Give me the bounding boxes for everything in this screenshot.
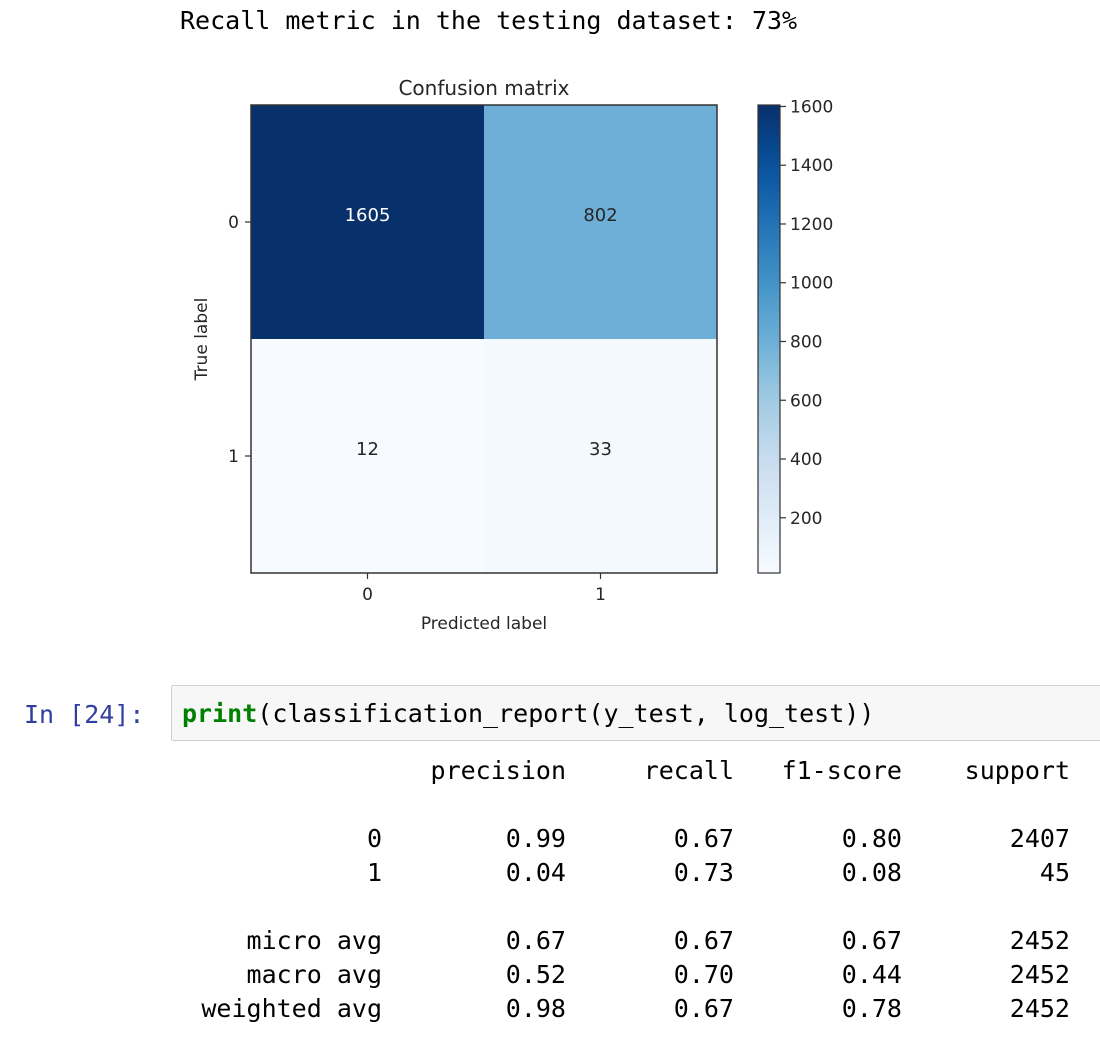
matrix-cell [251,105,484,339]
report-row-f1: 0.08 [841,858,902,887]
report-row-precision: 0.99 [505,824,566,853]
report-spacer-row [0,790,1100,824]
report-row-support: 2452 [1009,960,1070,989]
y-tick-label: 0 [228,213,239,233]
report-row-support: 45 [1039,858,1070,887]
code-input-cell[interactable]: print (classification_report(y_test, log_… [171,685,1100,741]
report-row-precision: 0.04 [505,858,566,887]
report-row-support: 2407 [1009,824,1070,853]
colorbar-tick-label: 200 [790,509,822,529]
report-row-macro-avg: macro avg 0.52 0.70 0.44 2452 [0,960,1100,994]
cell-value-label: 33 [589,439,612,460]
plot-frame [250,104,718,574]
recall-output-text: Recall metric in the testing dataset: 73… [180,6,798,35]
report-row-f1: 0.80 [841,824,902,853]
colorbar-tick-label: 1200 [790,215,833,235]
report-header-f1: f1-score [781,756,902,785]
code-keyword: print [182,698,258,728]
cell-value-label: 1605 [345,205,391,226]
report-row-label: 1 [366,858,382,887]
cell-value-label: 12 [356,439,379,460]
report-row-weighted-avg: weighted avg 0.98 0.67 0.78 2452 [0,994,1100,1028]
matrix-cell [484,105,717,339]
report-row-precision: 0.67 [505,926,566,955]
report-row-label: weighted avg [201,994,382,1023]
report-row-recall: 0.73 [673,858,734,887]
report-row-f1: 0.78 [841,994,902,1023]
x-tick-label: 1 [595,585,606,605]
colorbar [757,104,781,574]
report-row-0: 0 0.99 0.67 0.80 2407 [0,824,1100,858]
matrix-cell [251,339,484,573]
colorbar-tick-label: 800 [790,332,822,352]
confusion-matrix-chart: Confusion matrix 1605 802 12 33 0 1 Predicted l… [192,76,833,634]
matrix-cell [484,339,717,573]
report-row-recall: 0.67 [673,824,734,853]
cell-value-label: 802 [583,205,617,226]
report-row-recall: 0.67 [673,926,734,955]
report-header-row: precision recall f1-score support [0,756,1100,790]
code-text: (classification_report(y_test, log_test)… [257,698,875,728]
report-header-support: support [964,756,1070,785]
cell-prompt: In [24]: [24,700,145,729]
colorbar-tick-label: 1000 [790,274,833,294]
report-row-recall: 0.70 [673,960,734,989]
report-row-f1: 0.67 [841,926,902,955]
y-tick-label: 1 [228,447,239,467]
report-row-label: micro avg [246,926,382,955]
colorbar-tick-label: 1600 [790,97,833,117]
y-axis-label: True label [192,298,212,382]
report-row-support: 2452 [1009,926,1070,955]
chart-title: Confusion matrix [398,76,569,100]
report-row-label: macro avg [246,960,382,989]
x-tick-label: 0 [362,585,373,605]
report-row-blank [0,892,1100,926]
report-header-precision: precision [430,756,566,785]
colorbar-tick-label: 600 [790,391,822,411]
report-row-recall: 0.67 [673,994,734,1023]
colorbar-tick-label: 1400 [790,156,833,176]
report-row-label: 0 [366,824,382,853]
report-row-1: 1 0.04 0.73 0.08 45 [0,858,1100,892]
report-row-micro-avg: micro avg 0.67 0.67 0.67 2452 [0,926,1100,960]
report-row-f1: 0.44 [841,960,902,989]
report-header-recall: recall [643,756,734,785]
report-row-support: 2452 [1009,994,1070,1023]
report-row-precision: 0.98 [505,994,566,1023]
x-axis-label: Predicted label [421,614,547,634]
colorbar-tick-label: 400 [790,450,822,470]
classification-report: precision recall f1-score support 0 0.99… [0,756,1100,1028]
report-row-precision: 0.52 [505,960,566,989]
